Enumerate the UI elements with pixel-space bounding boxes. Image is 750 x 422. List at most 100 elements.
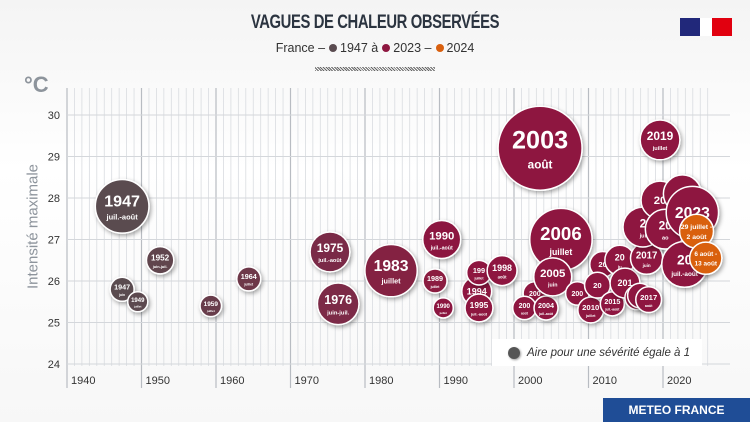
bubble-circle xyxy=(422,268,448,294)
heatwave-bubble: 1983 juillet xyxy=(364,243,418,298)
bubble-year-label: 1976 xyxy=(324,293,352,307)
heatwave-bubble: 1964 juillet xyxy=(236,266,262,292)
heatwave-bubble: 6 août - 13 août xyxy=(688,241,723,276)
bubble-year-label: 200 xyxy=(571,291,583,298)
bubble-circle xyxy=(309,231,351,273)
heatwave-bubble: 2006 juillet xyxy=(529,207,593,272)
bubble-period-label: juillet xyxy=(652,146,668,152)
bubble-period-label: juin-juil. xyxy=(326,311,350,317)
bubble-circle xyxy=(236,266,262,292)
y-axis-label: Intensité maximale xyxy=(24,163,42,290)
heatwave-bubble: 1995 juil.-août xyxy=(464,293,494,323)
x-tick-label: 1950 xyxy=(146,375,170,387)
bubble-year-label: 1989 xyxy=(427,274,443,283)
legend-text: Aire pour une sévérité égale à 1 xyxy=(527,346,691,359)
bubble-period-label: juil.-août xyxy=(317,258,341,264)
heatwave-bubble: 2005 juin xyxy=(533,257,573,297)
bubble-year-label: 29 juillet - xyxy=(681,224,712,231)
bubble-year-label: 2017 xyxy=(636,250,657,261)
bubble-year-label: 1964 xyxy=(241,272,257,281)
y-tick-label: 30 xyxy=(48,110,60,122)
bubble-circle xyxy=(639,119,681,161)
chart-title: VAGUES DE CHALEUR OBSERVÉES xyxy=(250,12,500,33)
bubble-year-label: 2015 xyxy=(604,297,620,306)
subtitle-from: 1947 à xyxy=(340,41,379,55)
bubble-year-label: 20 xyxy=(677,253,693,268)
bubble-circle xyxy=(464,293,494,323)
bubble-year-label: 200 xyxy=(529,291,541,298)
bubble-period-label: août xyxy=(528,158,553,171)
bubble-circle xyxy=(635,286,663,314)
subtitle-last: 2024 xyxy=(446,41,475,55)
bubble-year-label: 200 xyxy=(519,303,531,310)
x-tick-label: 1970 xyxy=(295,375,319,387)
heatwave-bubble: 1952 juin-juil. xyxy=(145,245,175,275)
bubble-year-label: 1959 xyxy=(204,301,219,308)
x-tick-label: 2000 xyxy=(518,375,542,387)
subtitle-to: 2023 – xyxy=(393,41,432,55)
bubble-year-label: 1983 xyxy=(374,258,409,275)
bubble-period-label: août xyxy=(645,304,653,308)
bubble-circle xyxy=(422,219,462,260)
bubble-period-label: jui xyxy=(639,233,647,239)
bubble-year-label: 2017 xyxy=(640,293,657,302)
bubble-year-label: 6 août - xyxy=(694,251,717,258)
y-tick-label: 27 xyxy=(48,235,60,247)
bubble-period-label: juin xyxy=(547,283,557,289)
heatwave-bubble: 2004 juil.-août xyxy=(533,295,559,321)
heatwave-bubble: 2019 juillet xyxy=(639,119,681,161)
bubble-circle xyxy=(199,294,223,318)
bubble-period-label: juillet xyxy=(549,247,573,257)
y-tick-label: 25 xyxy=(48,318,60,330)
bubble-year-label: 2004 xyxy=(538,301,554,310)
bubble-period-label: juillet xyxy=(585,314,596,318)
bubble-period-label: juin xyxy=(642,263,651,268)
bubble-circle xyxy=(364,243,418,298)
decorative-divider xyxy=(315,67,435,71)
x-tick-label: 2020 xyxy=(667,375,691,387)
bubble-period-label: juil.-août xyxy=(670,271,698,278)
heatwave-bubble: 1947 juil.-août xyxy=(94,178,150,234)
bubble-period-label: ao xyxy=(662,235,669,241)
bubble-year-label: 1952 xyxy=(151,253,170,262)
bubble-year-label: 20 xyxy=(615,252,625,262)
heatwave-bubble: 1975 juil.-août xyxy=(309,231,351,273)
color-dot-late xyxy=(382,44,391,52)
heatwave-bubble: 1990 juil.-août xyxy=(422,219,462,260)
bubble-period-label: juin-juil. xyxy=(152,265,168,269)
bubble-circle xyxy=(688,241,723,276)
bubble-year-label: 2006 xyxy=(540,223,582,244)
bubble-year-label: 2005 xyxy=(540,268,566,280)
chart-subtitle: France – 1947 à 2023 – 2024 xyxy=(0,41,750,55)
bubble-period-label: 2 août xyxy=(687,234,708,241)
heatwave-bubble: 200 août xyxy=(511,295,537,321)
bubble-year-label: 2 xyxy=(640,216,647,230)
bubble-period-label: juil.-août xyxy=(470,312,488,317)
bubble-period-label: juillet xyxy=(381,277,402,286)
bubble-year-label: 1947 xyxy=(114,282,130,291)
y-tick-label: 29 xyxy=(48,152,60,164)
y-tick-label: 28 xyxy=(48,193,60,205)
color-dot-2024 xyxy=(435,44,444,52)
bubble-circle xyxy=(145,245,175,275)
legend-bubble-icon xyxy=(508,346,520,359)
x-tick-label: 2010 xyxy=(593,375,617,387)
bubble-period-label: juin xyxy=(118,293,125,297)
heatwave-bubble: 2003 août xyxy=(497,105,583,191)
bubble-period-label: juil.-août xyxy=(538,312,554,316)
bubble-circle xyxy=(497,105,583,191)
bubble-circle xyxy=(533,257,573,297)
bubble-year-label: 1975 xyxy=(317,241,344,255)
bubble-period-label: août xyxy=(521,312,529,316)
size-legend: Aire pour une sévérité égale à 1 xyxy=(492,339,702,366)
bubble-period-label: ju xyxy=(617,264,622,269)
heatwave-bubble: 2010 juillet xyxy=(577,296,605,324)
x-tick-label: 1940 xyxy=(71,375,95,387)
bubble-year-label: 2003 xyxy=(512,127,568,155)
bubble-period-label: juil.-août xyxy=(106,213,139,222)
bubble-period-label: 13 août xyxy=(695,261,718,268)
bubble-year-label: 1990 xyxy=(429,231,454,243)
bubble-period-label: août xyxy=(498,275,507,280)
